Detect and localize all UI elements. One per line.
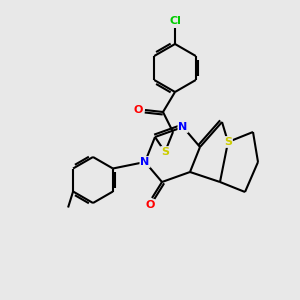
Text: N: N (178, 122, 188, 132)
Text: S: S (224, 137, 232, 147)
Text: Cl: Cl (169, 16, 181, 26)
Text: S: S (161, 147, 169, 157)
Text: N: N (140, 157, 150, 167)
Text: O: O (145, 200, 155, 210)
Text: O: O (133, 105, 143, 115)
